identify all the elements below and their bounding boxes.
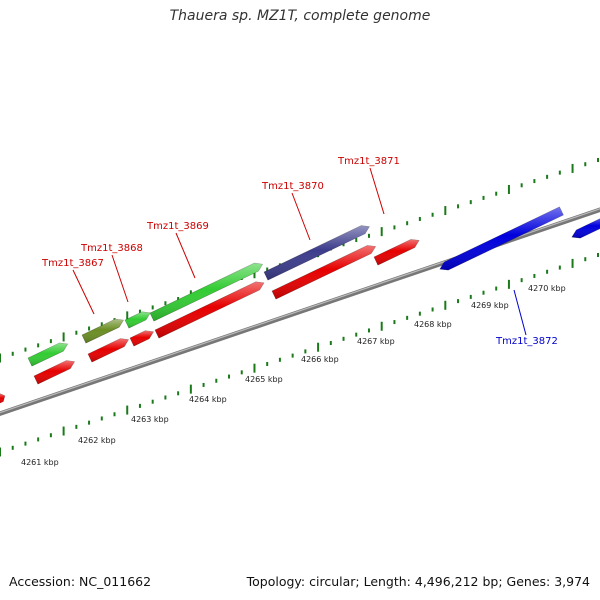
gene-label[interactable]: Tmz1t_3870: [261, 181, 324, 192]
cds-arrow-shade: [88, 338, 129, 363]
scale-label: 4268 kbp: [414, 320, 452, 329]
topology-label: Topology: circular; Length: 4,496,212 bp…: [246, 574, 590, 589]
gene-label[interactable]: Tmz1t_3872: [495, 336, 558, 347]
gene-label-leader: [111, 254, 129, 303]
scale-label: 4269 kbp: [471, 301, 509, 310]
scale-label: 4267 kbp: [357, 337, 395, 346]
scale-label: 4266 kbp: [301, 355, 339, 364]
cds-arrow-shade: [34, 360, 75, 385]
scale-labels: 4261 kbp 4262 kbp 4263 kbp 4264 kbp 4265 kbp…: [21, 284, 566, 467]
lower-scale-ticks: [0, 253, 599, 457]
cds-arrow-shade: [155, 281, 264, 339]
gene-arrow-shade: [150, 263, 263, 322]
cds-arrow-shade: [272, 245, 376, 300]
gene-label[interactable]: Tmz1t_3868: [80, 243, 143, 254]
genome-title: Thauera sp. MZ1T, complete genome: [169, 8, 431, 24]
gene-label[interactable]: Tmz1t_3871: [337, 156, 400, 167]
gene-label-leader: [513, 289, 527, 336]
scale-label: 4264 kbp: [189, 395, 227, 404]
gene-arrow-navy-shade: [264, 225, 370, 281]
scale-label: 4262 kbp: [78, 436, 116, 445]
backbone-line: [0, 207, 600, 416]
gene-label-leader: [291, 192, 311, 241]
gene-arrow-shade: [28, 342, 68, 367]
scale-label: 4261 kbp: [21, 458, 59, 467]
gene-arrow-shade: [125, 311, 151, 329]
scale-label: 4270 kbp: [528, 284, 566, 293]
cds-arrow-shade: [130, 330, 154, 347]
gene-label-leader: [369, 167, 385, 215]
reverse-gene-arrow-shade: [439, 206, 564, 271]
gene-arrow-olive-shade: [82, 319, 124, 344]
scale-label: 4265 kbp: [245, 375, 283, 384]
cds-arrow-shade: [0, 393, 5, 404]
gene-label-leader: [72, 269, 95, 315]
cds-arrow-shade: [374, 239, 420, 266]
gene-label-leader: [175, 232, 196, 279]
gene-label[interactable]: Tmz1t_3867: [41, 258, 104, 269]
accession-label: Accession: NC_011662: [9, 574, 152, 589]
gene-label[interactable]: Tmz1t_3869: [146, 221, 209, 232]
reverse-gene-arrow-shade: [571, 218, 600, 239]
scale-label: 4263 kbp: [131, 415, 169, 424]
gene-features: [0, 206, 600, 404]
